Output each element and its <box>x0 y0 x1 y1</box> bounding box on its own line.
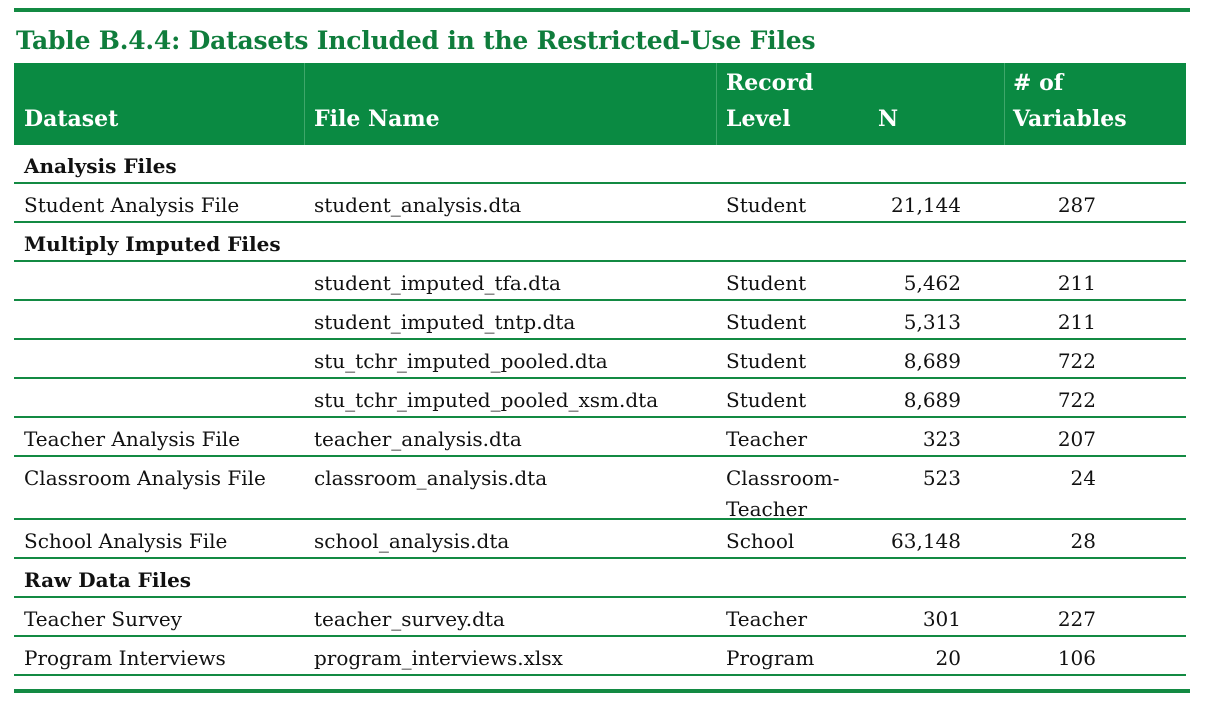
record-level-cell: Student <box>726 193 807 217</box>
datasets-table: Dataset File Name Record Level N # of Va… <box>14 63 1186 676</box>
file-name-cell: student_imputed_tntp.dta <box>314 310 576 334</box>
section-label: Multiply Imputed Files <box>24 232 281 256</box>
variables-cell: 211 <box>1057 271 1096 295</box>
record-level-cell: Classroom-Teacher <box>726 466 840 521</box>
table-body: Analysis Files Student Analysis File stude… <box>14 145 1186 676</box>
section-label: Analysis Files <box>24 154 177 178</box>
n-cell: 8,689 <box>903 388 961 412</box>
header-record-level: Record Level <box>726 70 814 132</box>
header-separator <box>1004 63 1005 145</box>
record-level-cell: Program <box>726 646 815 670</box>
section-row: Multiply Imputed Files <box>14 223 1186 262</box>
dataset-cell: Classroom Analysis File <box>24 466 266 490</box>
header-separator <box>304 63 305 145</box>
n-cell: 5,313 <box>903 310 961 334</box>
section-label: Raw Data Files <box>24 568 192 592</box>
table-row: Teacher Survey teacher_survey.dta Teacher 3… <box>14 598 1186 637</box>
n-cell: 21,144 <box>891 193 961 217</box>
n-cell: 20 <box>935 646 961 670</box>
variables-cell: 722 <box>1057 349 1096 373</box>
record-level-cell: Teacher <box>726 607 808 631</box>
table-row: Program Interviews program_interviews.xls… <box>14 637 1186 676</box>
n-cell: 323 <box>922 427 961 451</box>
record-level-cell: Student <box>726 310 807 334</box>
table-row: stu_tchr_imputed_pooled.dta Student 8,689 7… <box>14 340 1186 379</box>
record-level-cell: School <box>726 529 795 553</box>
variables-cell: 227 <box>1057 607 1096 631</box>
n-cell: 5,462 <box>903 271 961 295</box>
table-row: Classroom Analysis File classroom_analysi… <box>14 457 1186 521</box>
variables-cell: 207 <box>1057 427 1096 451</box>
dataset-cell: Program Interviews <box>24 646 226 670</box>
n-cell: 63,148 <box>891 529 961 553</box>
header-variables: # of Variables <box>1013 70 1127 132</box>
file-name-cell: stu_tchr_imputed_pooled.dta <box>314 349 608 373</box>
file-name-cell: teacher_analysis.dta <box>314 427 522 451</box>
n-cell: 523 <box>922 466 961 490</box>
n-cell: 8,689 <box>903 349 961 373</box>
table-row: Teacher Analysis File teacher_analysis.dt… <box>14 418 1186 457</box>
table-row: stu_tchr_imputed_pooled_xsm.dta Student 8,… <box>14 379 1186 418</box>
variables-cell: 28 <box>1070 529 1096 553</box>
table-row: School Analysis File school_analysis.dta S… <box>14 520 1186 559</box>
table-row: student_imputed_tfa.dta Student 5,462 211 <box>14 262 1186 301</box>
record-level-cell: Student <box>726 388 807 412</box>
record-level-cell: Student <box>726 349 807 373</box>
file-name-cell: teacher_survey.dta <box>314 607 505 631</box>
header-n: N <box>878 106 899 132</box>
dataset-cell: Student Analysis File <box>24 193 240 217</box>
file-name-cell: classroom_analysis.dta <box>314 466 548 490</box>
file-name-cell: student_analysis.dta <box>314 193 522 217</box>
file-name-cell: student_imputed_tfa.dta <box>314 271 561 295</box>
header-separator <box>716 63 717 145</box>
dataset-cell: School Analysis File <box>24 529 228 553</box>
file-name-cell: school_analysis.dta <box>314 529 510 553</box>
variables-cell: 287 <box>1057 193 1096 217</box>
variables-cell: 24 <box>1070 466 1096 490</box>
table-title: Table B.4.4: Datasets Included in the Re… <box>16 26 816 55</box>
top-rule <box>14 8 1190 12</box>
bottom-rule <box>14 689 1190 693</box>
variables-cell: 106 <box>1057 646 1096 670</box>
variables-cell: 722 <box>1057 388 1096 412</box>
table-row: student_imputed_tntp.dta Student 5,313 211 <box>14 301 1186 340</box>
header-file-name: File Name <box>314 106 440 132</box>
section-row: Analysis Files <box>14 145 1186 184</box>
record-level-cell: Teacher <box>726 427 808 451</box>
record-level-cell: Student <box>726 271 807 295</box>
header-dataset: Dataset <box>24 106 119 132</box>
table-row: Student Analysis File student_analysis.dt… <box>14 184 1186 223</box>
n-cell: 301 <box>922 607 961 631</box>
section-row: Raw Data Files <box>14 559 1186 598</box>
variables-cell: 211 <box>1057 310 1096 334</box>
table-header: Dataset File Name Record Level N # of Va… <box>14 63 1186 145</box>
file-name-cell: program_interviews.xlsx <box>314 646 563 670</box>
dataset-cell: Teacher Analysis File <box>24 427 241 451</box>
file-name-cell: stu_tchr_imputed_pooled_xsm.dta <box>314 388 659 412</box>
dataset-cell: Teacher Survey <box>24 607 182 631</box>
